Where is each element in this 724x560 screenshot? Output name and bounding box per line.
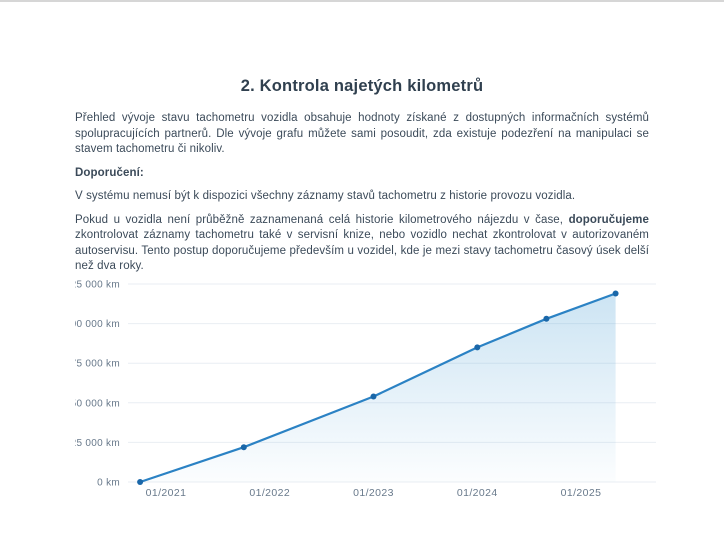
page-title: 2. Kontrola najetých kilometrů: [240, 77, 484, 95]
y-axis-label: 25 000 km: [75, 437, 120, 448]
chart-area: [140, 293, 616, 482]
y-axis-label: 100 000 km: [75, 319, 120, 330]
advice-text-start: Pokud u vozidla není průběžně zaznamenan…: [75, 213, 569, 226]
x-axis-label: 01/2021: [146, 487, 187, 499]
chart-point: [474, 343, 481, 350]
system-note-paragraph: V systému nemusí být k dispozici všechny…: [75, 190, 576, 202]
x-axis-label: 01/2024: [457, 487, 498, 499]
recommendation-label: Doporučení:: [75, 166, 144, 179]
odometer-chart-svg: 0 km 25 000 km 50 000 km 75 000 km 100 000 k…: [75, 280, 656, 499]
y-axis-label: 0 km: [97, 477, 120, 488]
chart-line: [138, 291, 617, 483]
y-axis-label: 50 000 km: [75, 398, 120, 409]
x-axis-label: 01/2022: [249, 487, 290, 499]
chart-point: [240, 443, 247, 450]
chart-point: [137, 478, 144, 485]
odometer-chart: 0 km 25 000 km 50 000 km 75 000 km 100 000 k…: [75, 280, 660, 506]
advice-text-end: zkontrolovat záznamy tachometru také v s…: [75, 229, 649, 272]
x-axis-label: 01/2023: [353, 487, 394, 499]
chart-point: [612, 290, 619, 296]
y-axis-label: 75 000 km: [75, 358, 120, 369]
intro-paragraph: Přehled vývoje stavu tachometru vozidla …: [75, 112, 649, 155]
x-axis-label: 01/2025: [561, 487, 602, 499]
y-axis-label: 125 000 km: [75, 280, 120, 291]
chart-point: [543, 315, 550, 322]
advice-text-bold: doporučujeme: [568, 213, 649, 226]
advice-paragraph: Pokud u vozidla není průběžně zaznamenan…: [75, 213, 649, 275]
chart-point: [370, 393, 377, 399]
odometer-check-section: 2. Kontrola najetých kilometrů Přehled v…: [0, 76, 724, 506]
